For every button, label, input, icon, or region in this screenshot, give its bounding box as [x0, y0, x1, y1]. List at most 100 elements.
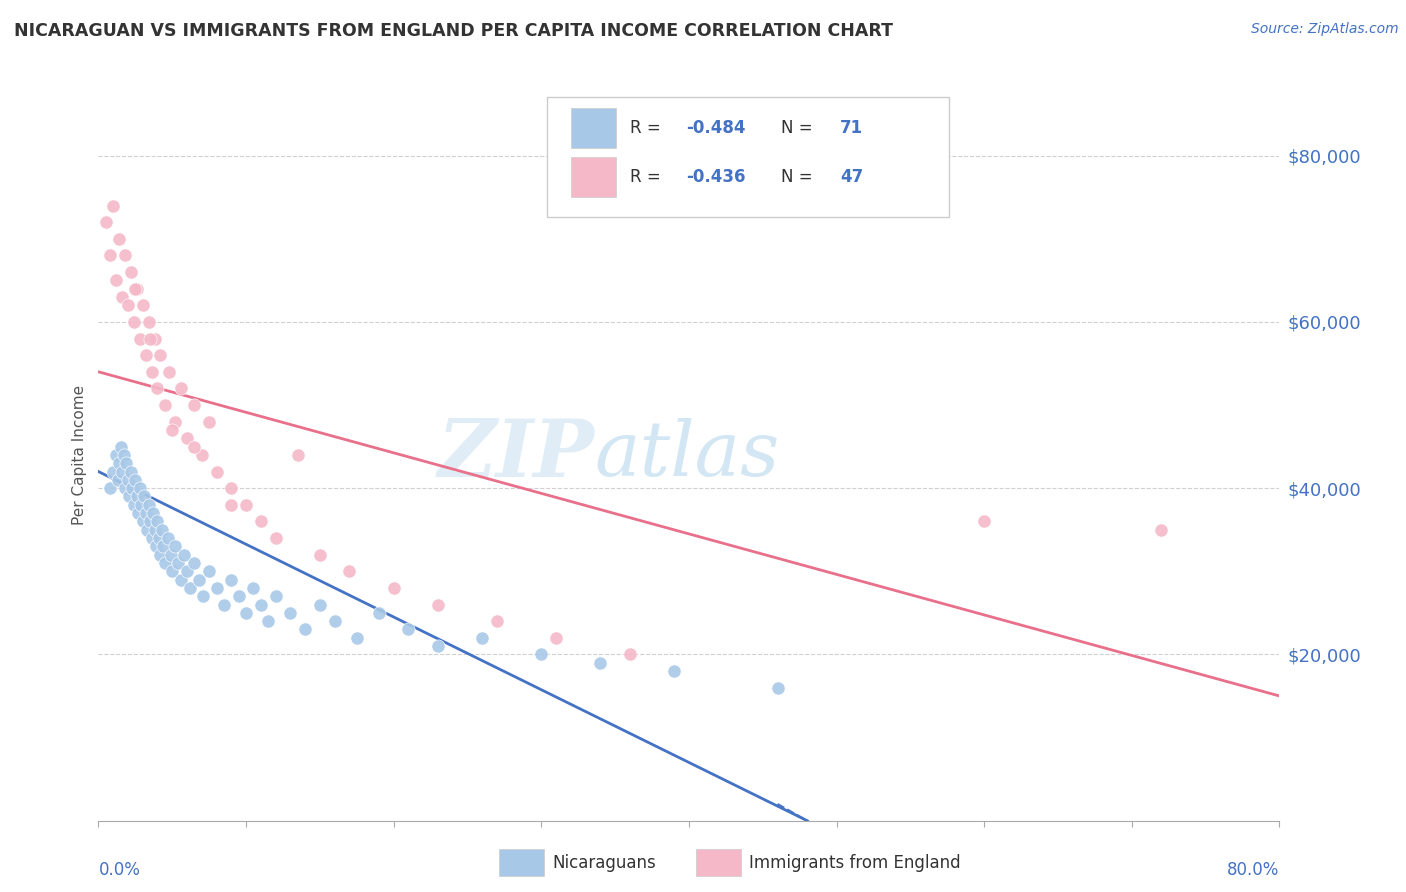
Point [198, 415, 221, 429]
Point [146, 381, 169, 395]
Point [153, 398, 176, 412]
Point [149, 548, 172, 562]
Point [427, 639, 450, 653]
Point [132, 298, 155, 312]
Point [139, 515, 162, 529]
FancyBboxPatch shape [547, 96, 949, 218]
Y-axis label: Per Capita Income: Per Capita Income [72, 384, 87, 525]
Point [150, 523, 173, 537]
Point [132, 515, 155, 529]
Point [219, 498, 242, 512]
Point [153, 556, 176, 570]
Text: -0.436: -0.436 [686, 168, 747, 186]
Point [183, 440, 205, 454]
Point [242, 581, 264, 595]
Point [664, 664, 686, 678]
Point [235, 498, 257, 512]
Point [127, 506, 149, 520]
Point [198, 564, 221, 578]
Text: -0.484: -0.484 [686, 119, 747, 137]
Point [183, 556, 205, 570]
Point [111, 465, 134, 479]
Point [973, 515, 995, 529]
Point [111, 290, 134, 304]
Text: Nicaraguans: Nicaraguans [553, 854, 657, 871]
Point [142, 506, 165, 520]
Point [108, 456, 131, 470]
Point [135, 348, 157, 362]
Point [191, 448, 214, 462]
Point [176, 564, 198, 578]
Point [112, 448, 135, 462]
Point [205, 581, 228, 595]
Point [264, 589, 287, 603]
Point [120, 465, 142, 479]
FancyBboxPatch shape [571, 108, 616, 148]
Point [228, 589, 250, 603]
Point [129, 498, 152, 512]
Point [128, 332, 150, 346]
Point [427, 598, 450, 612]
Point [766, 681, 789, 695]
Text: R =: R = [630, 119, 666, 137]
Point [162, 564, 183, 578]
Text: 80.0%: 80.0% [1227, 861, 1279, 879]
Point [143, 523, 166, 537]
Point [179, 581, 201, 595]
Point [250, 598, 273, 612]
Point [125, 490, 148, 504]
Point [136, 523, 159, 537]
Point [173, 548, 195, 562]
Point [134, 490, 156, 504]
Point [205, 465, 228, 479]
Point [94, 215, 117, 229]
Point [103, 198, 125, 212]
Point [156, 531, 179, 545]
Point [107, 473, 129, 487]
Point [157, 365, 180, 379]
Point [264, 531, 287, 545]
Point [117, 473, 139, 487]
Point [219, 481, 242, 495]
Text: R =: R = [630, 168, 666, 186]
Point [124, 473, 146, 487]
Text: N =: N = [782, 119, 818, 137]
Point [110, 440, 132, 454]
Text: NICARAGUAN VS IMMIGRANTS FROM ENGLAND PER CAPITA INCOME CORRELATION CHART: NICARAGUAN VS IMMIGRANTS FROM ENGLAND PE… [14, 22, 893, 40]
Point [165, 415, 187, 429]
Point [165, 539, 187, 553]
Point [323, 614, 346, 628]
Text: Immigrants from England: Immigrants from England [749, 854, 962, 871]
Point [128, 481, 150, 495]
Point [122, 498, 145, 512]
Point [121, 481, 143, 495]
Point [183, 398, 205, 412]
Point [309, 598, 332, 612]
Text: 47: 47 [841, 168, 863, 186]
Point [471, 631, 494, 645]
Point [145, 539, 167, 553]
Point [135, 506, 157, 520]
Point [176, 431, 198, 445]
Point [159, 548, 181, 562]
Point [346, 631, 368, 645]
Point [212, 598, 235, 612]
Point [219, 573, 242, 587]
Point [122, 315, 145, 329]
Point [114, 481, 136, 495]
Point [141, 531, 163, 545]
Point [118, 490, 141, 504]
Point [382, 581, 405, 595]
Point [167, 556, 190, 570]
FancyBboxPatch shape [571, 157, 616, 197]
Point [187, 573, 209, 587]
Point [162, 423, 183, 437]
Point [141, 365, 163, 379]
Point [544, 631, 567, 645]
Point [98, 248, 121, 262]
Point [146, 515, 169, 529]
Point [108, 232, 131, 246]
Point [530, 648, 553, 662]
Point [619, 648, 641, 662]
Point [287, 448, 309, 462]
